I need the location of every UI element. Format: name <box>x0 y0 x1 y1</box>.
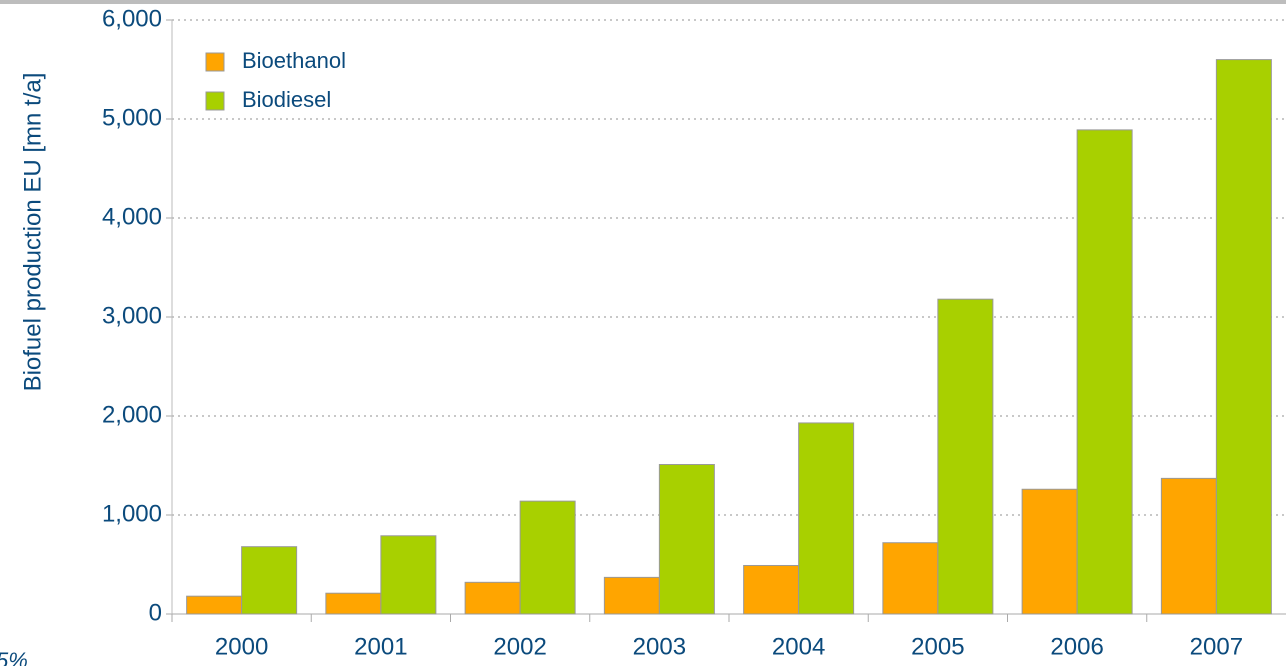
bar <box>380 535 437 615</box>
x-tick-label: 2004 <box>772 633 825 660</box>
y-tick-label: 4,000 <box>102 203 162 230</box>
bar <box>1215 59 1272 615</box>
annotation: 5% <box>0 648 28 666</box>
bar <box>241 546 298 615</box>
x-tick-label: 2006 <box>1050 633 1103 660</box>
bar <box>1076 129 1133 615</box>
legend-swatch <box>205 91 225 111</box>
y-tick-label: 3,000 <box>102 302 162 329</box>
legend-label: Biodiesel <box>242 87 331 112</box>
y-tick-label: 1,000 <box>102 500 162 527</box>
x-tick-label: 2002 <box>493 633 546 660</box>
bar <box>1160 477 1217 615</box>
legend-swatch <box>205 52 225 72</box>
bar <box>743 564 800 615</box>
y-tick-label: 0 <box>149 599 162 626</box>
y-tick-label: 5,000 <box>102 104 162 131</box>
y-axis-label: Biofuel production EU [mn t/a] <box>19 73 46 392</box>
top-border <box>0 0 1286 4</box>
bar <box>658 464 715 615</box>
bar <box>798 422 855 615</box>
bar <box>186 595 243 615</box>
bar <box>882 542 939 615</box>
legend-label: Bioethanol <box>242 48 346 73</box>
x-tick-label: 2003 <box>633 633 686 660</box>
x-tick-label: 2000 <box>215 633 268 660</box>
x-tick-label: 2005 <box>911 633 964 660</box>
bar <box>325 592 382 615</box>
x-tick-label: 2001 <box>354 633 407 660</box>
bar <box>937 298 994 615</box>
bar <box>519 500 576 615</box>
y-tick-label: 2,000 <box>102 401 162 428</box>
bar <box>464 581 521 615</box>
bar <box>1021 488 1078 615</box>
x-tick-label: 2007 <box>1190 633 1243 660</box>
y-tick-label: 6,000 <box>102 5 162 32</box>
bar <box>603 576 660 615</box>
